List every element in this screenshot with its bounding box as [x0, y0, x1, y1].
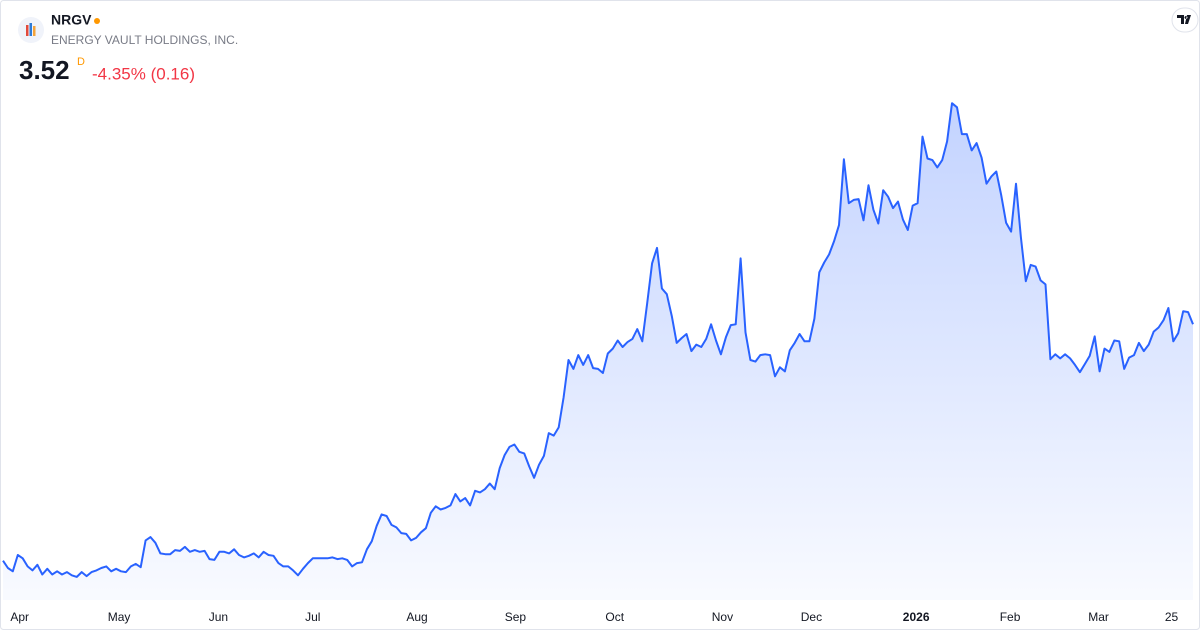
company-name: ENERGY VAULT HOLDINGS, INC.: [51, 33, 238, 47]
tradingview-logo[interactable]: [1171, 7, 1199, 33]
x-tick-label: Apr: [10, 610, 29, 624]
x-tick-label: Dec: [801, 610, 822, 624]
price: 3.52: [19, 55, 70, 85]
x-tick-label: Feb: [1000, 610, 1021, 624]
price-change: -4.35% (0.16): [92, 64, 195, 83]
x-tick-label: Oct: [605, 610, 624, 624]
plot: Apr May Jun Jul Aug Sep Oct Nov Dec 2026 Feb Mar 25: [2, 102, 1194, 624]
market-status: [94, 18, 100, 24]
interval: D: [77, 56, 85, 68]
x-tick-label: 25: [1165, 610, 1179, 624]
area-fill: [3, 103, 1193, 600]
x-tick-label: Aug: [406, 610, 427, 624]
price-line: [2, 102, 1194, 578]
x-tick-label: Jul: [305, 610, 320, 624]
x-tick-label: May: [108, 610, 131, 624]
x-tick-label: 2026: [903, 610, 930, 624]
x-tick-label: Nov: [712, 610, 733, 624]
x-tick-label: Jun: [209, 610, 228, 624]
x-tick-label: Mar: [1088, 610, 1109, 624]
logo-bar: [26, 25, 29, 36]
logo-bar: [33, 26, 36, 36]
symbol: NRGV: [51, 12, 92, 28]
tradingview-logo-mark: [1177, 15, 1191, 24]
logo-bar: [29, 23, 32, 36]
x-tick-label: Sep: [505, 610, 527, 624]
